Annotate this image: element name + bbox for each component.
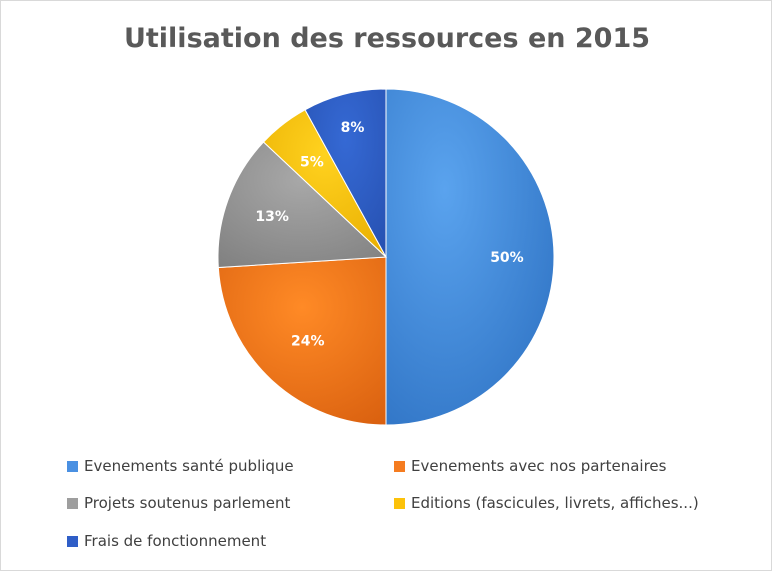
legend-item-evenements-partenaires: Evenements avec nos partenaires bbox=[394, 457, 666, 475]
legend-label: Frais de fonctionnement bbox=[84, 532, 267, 550]
legend-swatch bbox=[67, 460, 78, 472]
slice-projets-soutenus bbox=[217, 141, 388, 269]
legend-swatch bbox=[67, 497, 78, 509]
legend-label: Evenements santé publique bbox=[84, 457, 294, 475]
slice-frais-fonctionnement bbox=[304, 88, 387, 258]
data-label: 5% bbox=[300, 154, 324, 170]
slice-evenements-sante bbox=[385, 88, 555, 426]
data-label: 13% bbox=[255, 209, 289, 225]
slice-evenements-partenaires bbox=[217, 256, 387, 426]
legend-label: Editions (fascicules, livrets, affiches.… bbox=[411, 494, 699, 512]
legend-item-projets-soutenus: Projets soutenus parlement bbox=[67, 494, 290, 512]
chart-title: Utilisation des ressources en 2015 bbox=[123, 23, 651, 54]
data-label: 8% bbox=[341, 120, 365, 136]
data-label: 50% bbox=[490, 250, 524, 266]
legend-item-editions: Editions (fascicules, livrets, affiches.… bbox=[394, 494, 699, 512]
legend-label: Evenements avec nos partenaires bbox=[411, 457, 667, 475]
legend-item-evenements-sante: Evenements santé publique bbox=[67, 457, 294, 475]
legend-swatch bbox=[67, 535, 78, 547]
legend-item-frais-fonctionnement: Frais de fonctionnement bbox=[67, 532, 266, 550]
legend-swatch bbox=[394, 460, 405, 472]
legend-label: Projets soutenus parlement bbox=[84, 494, 291, 512]
data-label: 24% bbox=[291, 333, 325, 349]
legend-swatch bbox=[394, 497, 405, 509]
